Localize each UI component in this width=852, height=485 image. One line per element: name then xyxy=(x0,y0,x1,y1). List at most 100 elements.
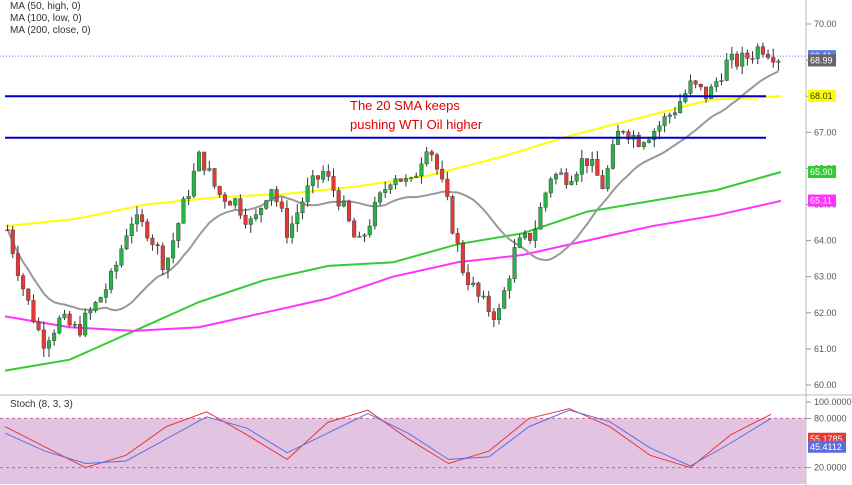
candle-body xyxy=(83,312,88,336)
candle-body xyxy=(150,237,155,245)
legend-ma200: MA (200, close, 0) xyxy=(10,25,91,36)
stoch-line-1 xyxy=(4,408,772,469)
candle-body xyxy=(336,190,341,207)
main-panel: The 20 SMA keeps pushing WTI Oil higher … xyxy=(0,1,806,372)
candle-body xyxy=(652,131,657,141)
candle-body xyxy=(683,93,688,102)
candle-body xyxy=(341,200,346,207)
candle-body xyxy=(657,125,662,132)
candle-body xyxy=(134,214,139,225)
candle-body xyxy=(502,290,507,309)
candle-body xyxy=(771,57,776,63)
stoch-lines xyxy=(4,408,772,469)
candle-body xyxy=(460,242,465,273)
candle-body xyxy=(41,329,46,349)
price-tag-label: 65.90 xyxy=(810,167,833,177)
candle-body xyxy=(243,215,248,225)
candle-body xyxy=(750,58,755,60)
candle-body xyxy=(455,233,460,244)
candle-body xyxy=(533,228,538,241)
candle-body xyxy=(165,257,170,270)
candle-body xyxy=(310,175,315,186)
candle-body xyxy=(476,282,481,297)
candle-body xyxy=(202,151,207,171)
candle-body xyxy=(512,247,517,279)
candle-body xyxy=(155,244,160,247)
candle-body xyxy=(600,175,605,189)
candle-body xyxy=(284,208,289,238)
candle-body xyxy=(171,240,176,259)
candle-body xyxy=(217,186,222,195)
candle-body xyxy=(109,270,114,290)
candle-body xyxy=(295,212,300,225)
candle-body xyxy=(378,192,383,203)
candle-body xyxy=(636,134,641,147)
candle-body xyxy=(222,194,227,202)
candle-body xyxy=(569,180,574,185)
candle-body xyxy=(543,192,548,208)
candle-body xyxy=(248,218,253,225)
candle-body xyxy=(719,80,724,82)
annotation-line-2: pushing WTI Oil higher xyxy=(350,117,483,132)
candle-body xyxy=(305,185,310,203)
candle-body xyxy=(471,282,476,285)
candle-body xyxy=(129,223,134,236)
candle-body xyxy=(72,323,77,326)
candle-body xyxy=(362,234,367,237)
candle-body xyxy=(507,278,512,291)
price-tick-label: 63.00 xyxy=(814,272,837,282)
candle-body xyxy=(729,53,734,61)
candle-body xyxy=(553,174,558,180)
stoch-tick-label: 20.0000 xyxy=(814,463,847,473)
candle-body xyxy=(186,195,191,199)
price-tick-label: 62.00 xyxy=(814,308,837,318)
price-tag-label: 68.01 xyxy=(810,91,833,101)
candle-body xyxy=(564,172,569,185)
candle-body xyxy=(160,245,165,270)
candle-body xyxy=(78,323,83,336)
candle-body xyxy=(145,221,150,239)
candle-body xyxy=(196,151,202,172)
candle-body xyxy=(264,200,269,209)
candle-body xyxy=(181,198,186,224)
candle-body xyxy=(621,131,626,133)
candle-body xyxy=(67,313,72,326)
candle-body xyxy=(191,170,196,197)
price-tag-bg xyxy=(808,54,836,67)
candle-body xyxy=(367,225,372,236)
candle-body xyxy=(253,214,258,219)
candle-body xyxy=(517,237,522,248)
price-tick-label: 64.00 xyxy=(814,236,837,246)
candle-body xyxy=(315,175,320,180)
candle-body xyxy=(584,158,590,166)
candle-body xyxy=(140,214,145,223)
candle-body xyxy=(176,223,181,241)
candle-body xyxy=(114,264,119,272)
candle-body xyxy=(62,313,67,319)
candle-body xyxy=(233,198,238,206)
candle-body xyxy=(321,171,326,180)
candle-body xyxy=(103,289,108,298)
candle-body xyxy=(269,189,274,201)
stoch-tag-bg xyxy=(808,440,846,453)
candle-body xyxy=(15,253,20,276)
candle-body xyxy=(466,272,471,285)
candle-body xyxy=(429,151,434,155)
candle-body xyxy=(409,177,414,179)
candle-body xyxy=(724,59,729,81)
candle-body xyxy=(595,159,600,176)
candle-body xyxy=(119,248,124,266)
candle-body xyxy=(481,295,486,298)
candle-body xyxy=(647,139,652,143)
stoch-line-2 xyxy=(4,409,772,467)
candle-body xyxy=(372,201,377,227)
candle-body xyxy=(491,311,496,320)
candle-body xyxy=(398,178,403,182)
candle-body xyxy=(10,229,15,254)
candle-body xyxy=(31,300,36,323)
candle-body xyxy=(419,163,424,177)
annotation-line-1: The 20 SMA keeps xyxy=(350,98,460,113)
